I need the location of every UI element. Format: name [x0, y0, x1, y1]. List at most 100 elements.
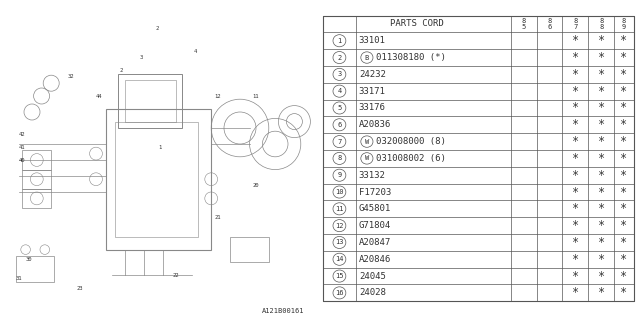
- Text: 1: 1: [337, 38, 342, 44]
- Text: 33171: 33171: [359, 87, 386, 96]
- Text: *: *: [620, 101, 627, 115]
- Text: 032008000 (8): 032008000 (8): [376, 137, 446, 146]
- Bar: [125, 80, 176, 122]
- Text: 8
6: 8 6: [547, 18, 552, 30]
- Text: 24232: 24232: [359, 70, 386, 79]
- Text: F17203: F17203: [359, 188, 391, 196]
- Text: 8
7: 8 7: [573, 18, 577, 30]
- Text: *: *: [598, 118, 605, 131]
- Text: *: *: [598, 68, 605, 81]
- Bar: [115, 122, 198, 237]
- Text: 20: 20: [253, 183, 259, 188]
- Text: 41: 41: [19, 145, 26, 150]
- Text: 21: 21: [214, 215, 221, 220]
- Bar: [106, 109, 211, 250]
- Text: *: *: [620, 135, 627, 148]
- Text: *: *: [572, 135, 579, 148]
- Text: *: *: [620, 269, 627, 283]
- Text: 8
5: 8 5: [522, 18, 526, 30]
- Bar: [16, 256, 54, 282]
- Text: 40: 40: [19, 157, 26, 163]
- Text: A20836: A20836: [359, 120, 391, 129]
- Text: *: *: [572, 68, 579, 81]
- Text: 10: 10: [335, 189, 344, 195]
- Text: *: *: [598, 186, 605, 198]
- Text: *: *: [620, 219, 627, 232]
- Text: 32: 32: [67, 74, 74, 79]
- Text: 15: 15: [335, 273, 344, 279]
- Text: G71804: G71804: [359, 221, 391, 230]
- Text: A20847: A20847: [359, 238, 391, 247]
- Text: *: *: [620, 186, 627, 198]
- Text: *: *: [598, 286, 605, 300]
- Text: 16: 16: [335, 290, 344, 296]
- Text: 031008002 (6): 031008002 (6): [376, 154, 446, 163]
- Text: *: *: [572, 269, 579, 283]
- Text: 8: 8: [337, 156, 342, 161]
- Text: 3: 3: [337, 71, 342, 77]
- Text: 31: 31: [16, 276, 22, 281]
- Text: 13: 13: [335, 239, 344, 245]
- Text: *: *: [620, 236, 627, 249]
- Text: *: *: [572, 118, 579, 131]
- Text: *: *: [620, 85, 627, 98]
- Text: *: *: [620, 118, 627, 131]
- Text: 2: 2: [120, 68, 124, 73]
- Text: 1: 1: [158, 145, 162, 150]
- Text: 7: 7: [337, 139, 342, 145]
- Bar: [230, 237, 269, 262]
- Text: *: *: [572, 236, 579, 249]
- Text: *: *: [572, 34, 579, 47]
- Text: *: *: [572, 219, 579, 232]
- Text: *: *: [598, 135, 605, 148]
- Bar: [22, 150, 51, 170]
- Text: 8
8: 8 8: [599, 18, 604, 30]
- Text: *: *: [598, 219, 605, 232]
- Text: 9: 9: [337, 172, 342, 178]
- Bar: [118, 74, 182, 128]
- Text: 12: 12: [214, 93, 221, 99]
- Text: A121B00161: A121B00161: [262, 308, 304, 314]
- Text: 14: 14: [335, 256, 344, 262]
- Text: *: *: [572, 169, 579, 182]
- Text: 2: 2: [337, 54, 342, 60]
- Text: W: W: [365, 156, 369, 161]
- Bar: [22, 189, 51, 208]
- Text: G45801: G45801: [359, 204, 391, 213]
- Text: *: *: [572, 202, 579, 215]
- Text: *: *: [598, 253, 605, 266]
- Text: 12: 12: [335, 223, 344, 228]
- Text: 4: 4: [193, 49, 197, 54]
- Text: 011308180 (*): 011308180 (*): [376, 53, 446, 62]
- Text: B: B: [365, 54, 369, 60]
- Text: *: *: [572, 101, 579, 115]
- Text: *: *: [598, 85, 605, 98]
- Text: 6: 6: [337, 122, 342, 128]
- Text: 24045: 24045: [359, 272, 386, 281]
- Text: 33176: 33176: [359, 103, 386, 112]
- Text: *: *: [620, 68, 627, 81]
- Text: *: *: [620, 202, 627, 215]
- Text: *: *: [620, 253, 627, 266]
- Text: *: *: [572, 152, 579, 165]
- Text: 11: 11: [335, 206, 344, 212]
- Text: 30: 30: [26, 257, 32, 262]
- Text: *: *: [620, 286, 627, 300]
- Text: 42: 42: [19, 132, 26, 137]
- Text: 33101: 33101: [359, 36, 386, 45]
- Text: 4: 4: [337, 88, 342, 94]
- Text: 11: 11: [253, 93, 259, 99]
- Text: *: *: [598, 34, 605, 47]
- Text: *: *: [572, 85, 579, 98]
- Text: 5: 5: [337, 105, 342, 111]
- Text: *: *: [598, 236, 605, 249]
- Text: *: *: [598, 152, 605, 165]
- Text: *: *: [572, 286, 579, 300]
- Text: *: *: [598, 169, 605, 182]
- Text: *: *: [598, 101, 605, 115]
- Text: PARTS CORD: PARTS CORD: [390, 20, 444, 28]
- Text: *: *: [620, 152, 627, 165]
- Text: 22: 22: [173, 273, 179, 278]
- Text: 2: 2: [155, 26, 159, 31]
- Text: *: *: [572, 253, 579, 266]
